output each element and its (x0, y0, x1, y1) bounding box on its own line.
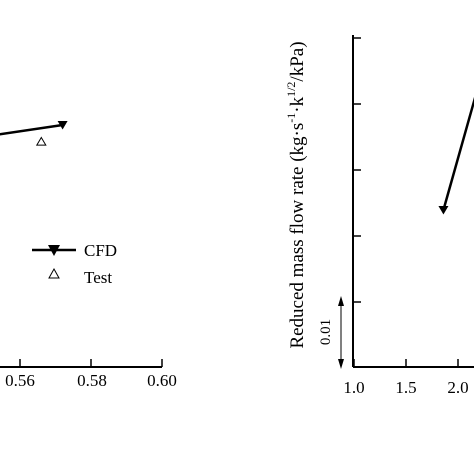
right-x-ticks (353, 359, 459, 367)
right-x-tick-labels: 1.0 1.5 2.0 (343, 378, 468, 397)
scale-bar-arrow-up (338, 296, 344, 306)
scale-bar: 0.01 (318, 296, 344, 369)
test-data-point (35, 136, 47, 146)
legend-cfd-label: CFD (84, 241, 117, 260)
legend-test-label: Test (84, 268, 112, 287)
right-x-tick-label: 1.5 (395, 378, 416, 397)
y-axis-label-end: /kPa) (287, 41, 308, 81)
left-x-tick-label: 0.58 (77, 371, 107, 390)
right-series-line (442, 96, 474, 211)
cfd-data-point (57, 121, 68, 130)
legend: CFD Test (32, 241, 117, 287)
legend-test-marker (48, 267, 60, 279)
right-x-tick-label: 2.0 (447, 378, 468, 397)
left-x-tick-label: 0.60 (147, 371, 177, 390)
legend-cfd-marker (48, 245, 60, 256)
y-axis-label: Reduced mass flow rate (kg·s-1·k1/2/kPa) (284, 41, 308, 348)
left-x-tick-labels: 0.56 0.58 0.60 (5, 371, 177, 390)
y-axis-label-mid: ·k (287, 96, 308, 112)
y-axis-label-main: Reduced mass flow rate (kg·s (287, 123, 308, 349)
left-x-tick-label: 0.56 (5, 371, 35, 390)
right-chart: 1.0 1.5 2.0 0.01 Reduced mass flow rate … (284, 35, 474, 397)
right-series-layer (438, 96, 474, 215)
scale-bar-arrow-down (338, 359, 344, 369)
y-axis-label-sup1: -1 (284, 113, 298, 123)
right-x-tick-label: 1.0 (343, 378, 364, 397)
right-data-point (438, 206, 449, 215)
left-series-layer (0, 121, 68, 146)
y-axis-label-sup2: 1/2 (284, 82, 298, 97)
left-x-ticks (19, 359, 163, 367)
cfd-series-line (0, 123, 63, 136)
scale-bar-label: 0.01 (318, 319, 334, 345)
left-chart: 0.56 0.58 0.60 CFD Test (0, 121, 177, 390)
right-y-ticks (353, 37, 361, 303)
